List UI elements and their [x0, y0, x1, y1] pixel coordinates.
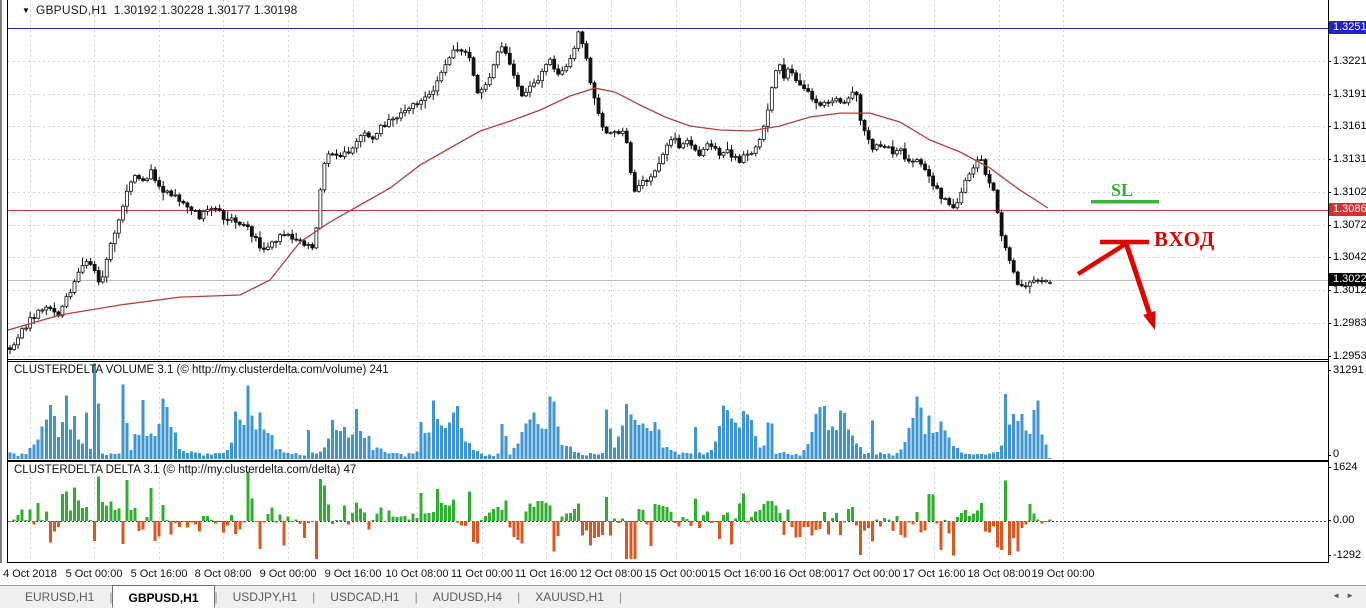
- time-axis-label: 15 Oct 16:00: [708, 568, 772, 580]
- ohlc-values: 1.30192 1.30228 1.30177 1.30198: [113, 3, 298, 17]
- stop-loss-label[interactable]: SL: [1111, 180, 1134, 200]
- axis-tick: [1328, 455, 1331, 456]
- price-axis-label: 1.29530: [1333, 350, 1366, 362]
- tab-divider: |: [618, 590, 623, 604]
- delta-axis[interactable]: 1624 0.00 -1292: [1328, 461, 1366, 561]
- axis-tick: [1328, 370, 1331, 371]
- tab-eurusd-h1[interactable]: EURUSD,H1: [25, 590, 95, 604]
- price-axis-label: 1.30720: [1333, 219, 1366, 231]
- time-axis-label: 15 Oct 00:00: [644, 568, 708, 580]
- tab-divider: |: [109, 590, 113, 604]
- time-axis-label: 12 Oct 08:00: [579, 568, 643, 580]
- price-axis-label: 1.31315: [1333, 153, 1366, 165]
- volume-chart-svg[interactable]: [8, 362, 1328, 460]
- time-axis-label: 11 Oct 16:00: [514, 568, 578, 580]
- delta-bars: [8, 471, 1052, 559]
- tab-gbpusd-h1[interactable]: GBPUSD,H1: [112, 585, 215, 608]
- entry-arrow: [1076, 239, 1156, 330]
- volume-bars: [8, 363, 1052, 459]
- axis-tick: [1328, 94, 1331, 95]
- delta-chart-svg[interactable]: [8, 462, 1328, 562]
- volume-indicator-pane[interactable]: CLUSTERDELTA VOLUME 3.1 (© http://my.clu…: [8, 361, 1328, 461]
- candles: [8, 30, 1052, 355]
- price-axis[interactable]: 1.32510 1.32210 1.31910 1.31615 1.31315 1.310…: [1328, 0, 1366, 362]
- price-label-stop-level[interactable]: 1.30860: [1329, 203, 1366, 216]
- delta-axis-max: 1624: [1333, 461, 1358, 473]
- axis-tick: [1328, 467, 1331, 468]
- axis-border: [1328, 0, 1329, 563]
- axis-tick: [1328, 225, 1331, 226]
- price-axis-label: 1.31615: [1333, 120, 1366, 132]
- tab-usdjpy-h1[interactable]: USDJPY,H1: [232, 590, 298, 604]
- price-chart-svg[interactable]: [8, 0, 1328, 359]
- price-axis-label: 1.32210: [1333, 55, 1366, 67]
- price-chart-pane[interactable]: ▼ GBPUSD,H1 1.30192 1.30228 1.30177 1.301…: [8, 0, 1328, 360]
- tab-divider: |: [214, 590, 218, 604]
- axis-tick: [1328, 290, 1331, 291]
- plot-left-border: [7, 0, 8, 563]
- time-axis-label: 11 Oct 00:00: [450, 568, 514, 580]
- symbol-period-label: GBPUSD,H1: [35, 3, 108, 17]
- volume-indicator-header: CLUSTERDELTA VOLUME 3.1 (© http://my.clu…: [14, 364, 389, 376]
- axis-tick: [1328, 323, 1331, 324]
- volume-axis-max: 31291: [1333, 364, 1364, 376]
- time-axis-label: 4 Oct 2018: [3, 568, 57, 580]
- axis-tick: [1328, 356, 1331, 357]
- delta-grid: [8, 462, 1328, 562]
- price-grid: [8, 0, 1328, 359]
- time-axis-label: 9 Oct 00:00: [259, 568, 317, 580]
- axis-tick: [1328, 257, 1331, 258]
- chart-title: ▼ GBPUSD,H1 1.30192 1.30228 1.30177 1.301…: [22, 3, 297, 17]
- time-axis[interactable]: 4 Oct 2018 5 Oct 00:00 5 Oct 16:00 8 Oct 08…: [0, 563, 1366, 585]
- price-axis-label: 1.31910: [1333, 88, 1366, 100]
- time-axis-label: 5 Oct 00:00: [65, 568, 123, 580]
- delta-indicator-header: CLUSTERDELTA DELTA 3.1 (© http://my.clus…: [14, 464, 357, 476]
- axis-tick: [1328, 159, 1331, 160]
- tab-xauusd-h1[interactable]: XAUUSD,H1: [535, 590, 604, 604]
- axis-tick: [1328, 192, 1331, 193]
- tab-divider: |: [312, 590, 316, 604]
- delta-axis-zero: 0.00: [1333, 514, 1355, 526]
- time-axis-label: 17 Oct 00:00: [837, 568, 901, 580]
- delta-axis-min: -1292: [1333, 549, 1362, 561]
- time-axis-label: 8 Oct 08:00: [194, 568, 252, 580]
- stop-loss-line[interactable]: [1091, 200, 1159, 204]
- volume-axis-zero: 0: [1333, 448, 1340, 460]
- time-axis-label: 5 Oct 16:00: [130, 568, 188, 580]
- time-axis-label: 19 Oct 00:00: [1031, 568, 1095, 580]
- price-label-upper-level[interactable]: 1.32510: [1329, 21, 1366, 34]
- chart-tab-bar: EURUSD,H1 | GBPUSD,H1 | USDJPY,H1 | USDCAD,H1 |…: [0, 585, 1366, 608]
- price-axis-label: 1.30125: [1333, 284, 1366, 296]
- entry-label[interactable]: ВХОД: [1154, 227, 1216, 251]
- tab-divider: |: [517, 590, 521, 604]
- tab-scroll-arrows[interactable]: ◄►: [1332, 591, 1360, 600]
- price-axis-label: 1.31020: [1333, 186, 1366, 198]
- axis-tick: [1328, 520, 1331, 521]
- dropdown-arrow-icon[interactable]: ▼: [22, 6, 30, 15]
- window-left-edge: [0, 0, 2, 608]
- time-axis-label: 16 Oct 08:00: [773, 568, 837, 580]
- tab-scroll-right-icon[interactable]: ►: [1346, 591, 1360, 600]
- tab-divider: |: [414, 590, 418, 604]
- tab-scroll-left-icon[interactable]: ◄: [1332, 591, 1347, 600]
- moving-average-line: [8, 87, 1049, 331]
- time-axis-label: 17 Oct 16:00: [902, 568, 966, 580]
- price-axis-label: 1.30425: [1333, 251, 1366, 263]
- tab-usdcad-h1[interactable]: USDCAD,H1: [330, 590, 400, 604]
- price-axis-label: 1.29830: [1333, 317, 1366, 329]
- time-axis-label: 9 Oct 16:00: [324, 568, 382, 580]
- axis-tick: [1328, 61, 1331, 62]
- delta-indicator-pane[interactable]: CLUSTERDELTA DELTA 3.1 (© http://my.clus…: [8, 461, 1328, 563]
- volume-axis[interactable]: 31291 0: [1328, 361, 1366, 460]
- time-axis-label: 18 Oct 08:00: [967, 568, 1031, 580]
- axis-tick: [1328, 555, 1331, 556]
- tab-audusd-h4[interactable]: AUDUSD,H4: [432, 590, 503, 604]
- price-label-bid[interactable]: 1.30223: [1329, 273, 1366, 286]
- time-axis-label: 10 Oct 08:00: [385, 568, 449, 580]
- axis-tick: [1328, 126, 1331, 127]
